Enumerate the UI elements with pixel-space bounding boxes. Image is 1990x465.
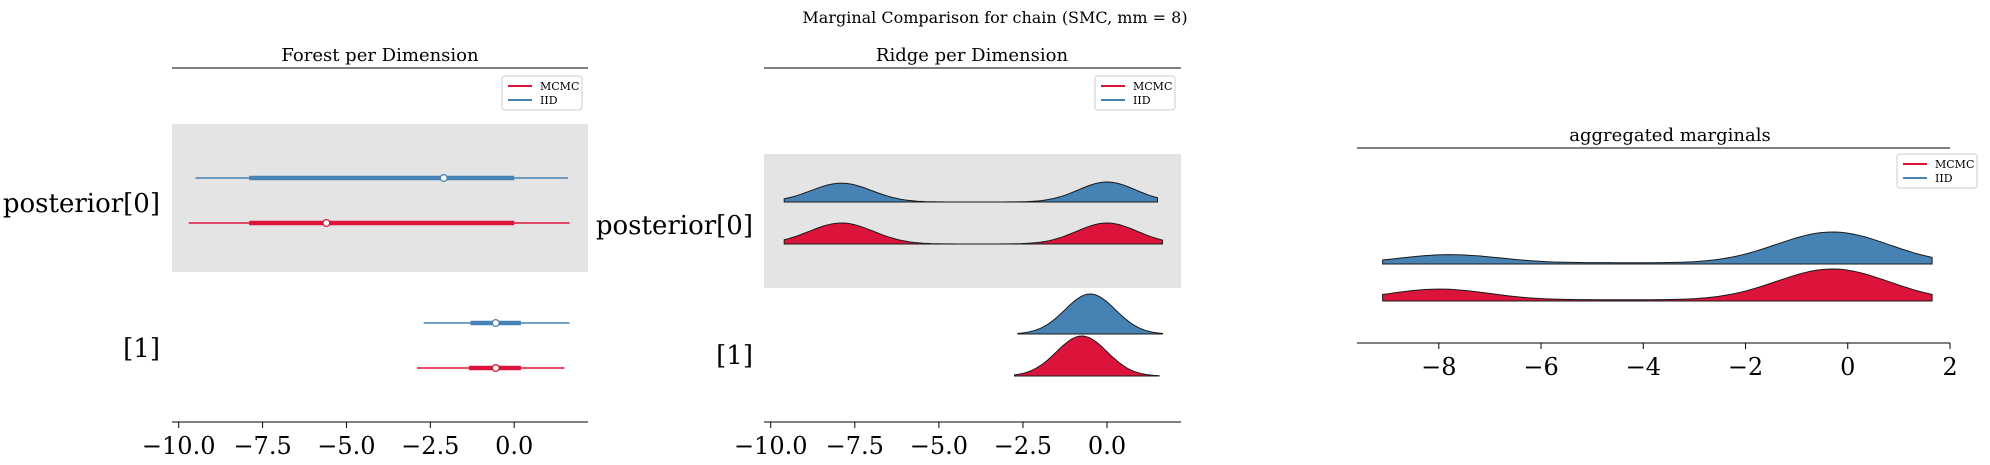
legend-label: IID xyxy=(1935,172,1953,185)
x-tick-label: −2.5 xyxy=(994,432,1052,460)
point-estimate xyxy=(439,173,448,183)
x-tick-label: −2 xyxy=(1728,353,1763,381)
x-tick-label: −7.5 xyxy=(233,432,291,460)
ridge-density xyxy=(783,181,1158,203)
forest-panel: Forest per Dimension posterior[0] [1] MCMCI… xyxy=(3,45,588,460)
point-estimate xyxy=(322,218,331,228)
aggregated-density xyxy=(1382,231,1933,265)
ridge-density xyxy=(783,222,1163,245)
x-tick-label: 0.0 xyxy=(1088,432,1126,460)
x-tick-label: −10.0 xyxy=(734,432,808,460)
legend-label: MCMC xyxy=(1935,158,1974,171)
figure-suptitle: Marginal Comparison for chain (SMC, mm =… xyxy=(802,8,1187,27)
legend-label: IID xyxy=(540,94,558,107)
x-tick-label: −5.0 xyxy=(317,432,375,460)
point-estimate xyxy=(491,363,500,373)
legend-box xyxy=(1896,153,1978,189)
ridge-density xyxy=(1017,293,1163,335)
legend-label: IID xyxy=(1133,94,1151,107)
x-tick-label: −2.5 xyxy=(401,432,459,460)
legend-label: MCMC xyxy=(1133,80,1172,93)
x-tick-label: 0 xyxy=(1840,353,1855,381)
legend-label: MCMC xyxy=(540,80,579,93)
x-tick-label: −10.0 xyxy=(142,432,216,460)
row-label: [1] xyxy=(123,334,160,364)
x-tick-label: −6 xyxy=(1523,353,1558,381)
ridge-panel: Ridge per Dimension posterior[0] [1] MCMCII… xyxy=(596,45,1181,460)
row-label: posterior[0] xyxy=(596,211,753,241)
x-tick-label: −4 xyxy=(1626,353,1661,381)
row-band xyxy=(172,124,588,272)
x-tick-label: −5.0 xyxy=(910,432,968,460)
x-tick-label: 2 xyxy=(1942,353,1957,381)
point-estimate xyxy=(491,318,500,328)
legend-box xyxy=(1094,75,1176,111)
legend-box xyxy=(501,75,583,111)
row-label: [1] xyxy=(716,341,753,371)
x-tick-label: −8 xyxy=(1421,353,1456,381)
row-band xyxy=(764,154,1181,288)
row-label: posterior[0] xyxy=(3,189,160,219)
x-tick-label: −7.5 xyxy=(826,432,884,460)
panel-title: Ridge per Dimension xyxy=(876,45,1069,66)
panel-title: aggregated marginals xyxy=(1569,125,1770,146)
x-tick-label: 0.0 xyxy=(495,432,533,460)
ridge-density xyxy=(1014,335,1160,377)
panel-title: Forest per Dimension xyxy=(281,45,479,66)
aggregated-density xyxy=(1382,268,1933,302)
